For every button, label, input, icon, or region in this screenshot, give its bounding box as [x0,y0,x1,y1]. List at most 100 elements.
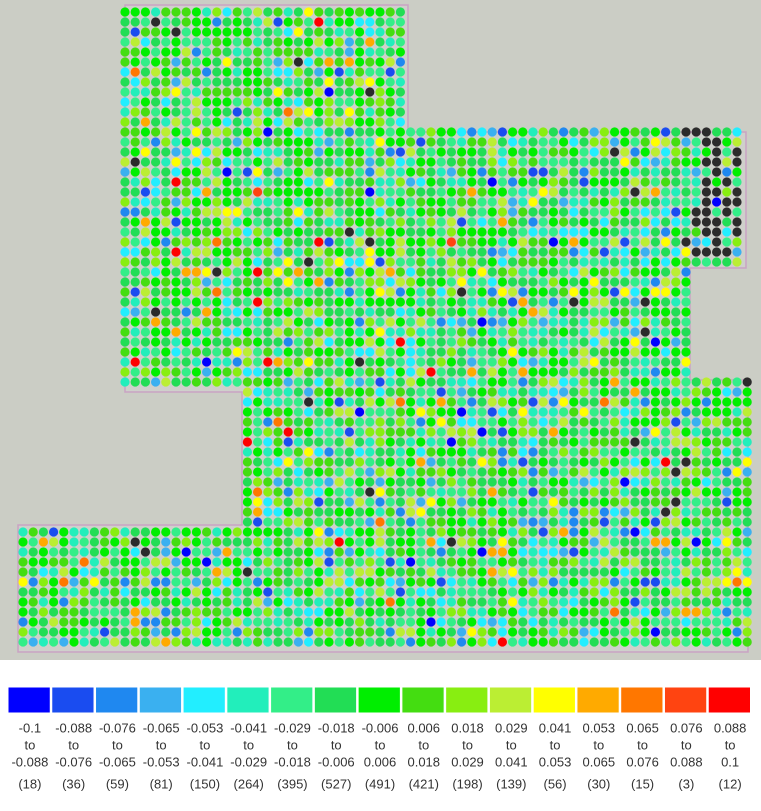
field-dot [640,427,650,437]
field-dot [406,297,416,307]
field-dot [712,537,722,547]
field-dot [293,237,303,247]
field-dot [416,267,426,277]
field-dot [661,177,671,187]
field-dot [650,557,661,567]
field-dot [242,597,252,607]
field-dot [589,337,599,347]
field-dot [620,527,630,537]
field-dot [304,467,314,477]
field-dot [681,197,691,207]
field-dot [630,217,640,227]
field-dot [263,377,273,387]
field-dot [304,417,314,427]
field-dot [130,107,140,117]
field-dot [671,407,681,417]
field-dot [467,497,477,507]
field-dot [161,137,171,147]
field-dot [559,427,569,437]
field-dot [365,517,375,527]
field-dot [334,27,344,37]
field-dot [589,397,599,407]
field-dot [701,527,712,537]
field-dot [304,597,314,607]
field-dot [477,217,487,227]
legend-swatch [445,686,489,714]
field-dot [579,157,589,167]
field-dot [324,397,334,407]
field-dot [507,427,518,437]
field-dot [202,587,212,597]
field-dot [202,367,212,377]
field-dot [151,637,161,647]
field-dot [151,587,161,597]
field-dot [446,177,456,187]
field-dot [181,7,191,17]
field-dot [222,247,232,257]
field-dot [548,607,559,617]
field-dot [151,257,161,267]
field-dot [283,407,293,417]
field-dot [467,617,477,627]
field-dot [324,237,334,247]
field-dot [293,307,303,317]
field-dot [630,227,640,237]
field-dot [140,87,150,97]
field-dot [202,197,212,207]
field-dot [273,347,283,357]
field-dot [640,287,650,297]
field-dot [375,337,385,347]
field-dot [610,617,620,627]
legend-range-to: 0.006 [364,754,397,769]
field-dot [518,357,528,367]
field-dot [620,507,630,517]
field-dot [140,7,150,17]
field-dot [742,617,752,627]
field-dot [732,187,742,197]
field-dot [242,607,252,617]
field-dot [507,397,518,407]
field-dot [293,27,303,37]
field-dot [344,187,354,197]
field-dot [416,227,426,237]
field-dot [446,567,456,577]
field-dot [355,367,365,377]
field-dot [334,147,344,157]
field-dot [487,327,497,337]
field-dot [671,577,681,587]
field-dot [18,577,28,587]
field-dot [610,437,620,447]
field-dot [273,7,283,17]
field-dot [579,577,589,587]
field-dot [671,177,681,187]
field-dot [599,337,610,347]
field-dot [314,137,324,147]
field-dot [630,127,640,137]
field-dot [120,97,130,107]
field-dot [334,407,344,417]
field-dot [426,437,436,447]
field-dot [640,467,650,477]
field-dot [436,357,446,367]
field-dot [620,347,630,357]
field-dot [630,487,640,497]
field-dot [630,437,640,447]
field-dot [732,467,742,477]
field-dot [732,517,742,527]
field-dot [497,127,507,137]
field-dot [263,147,273,157]
field-dot [130,317,140,327]
field-dot [263,237,273,247]
field-dot [701,557,712,567]
field-dot [406,487,416,497]
field-dot [334,557,344,567]
field-dot [630,547,640,557]
field-dot [691,567,701,577]
field-dot [640,367,650,377]
field-dot [406,577,416,587]
field-dot [263,317,273,327]
field-dot [283,267,293,277]
field-dot [242,387,252,397]
field-dot [630,137,640,147]
field-dot [130,327,140,337]
